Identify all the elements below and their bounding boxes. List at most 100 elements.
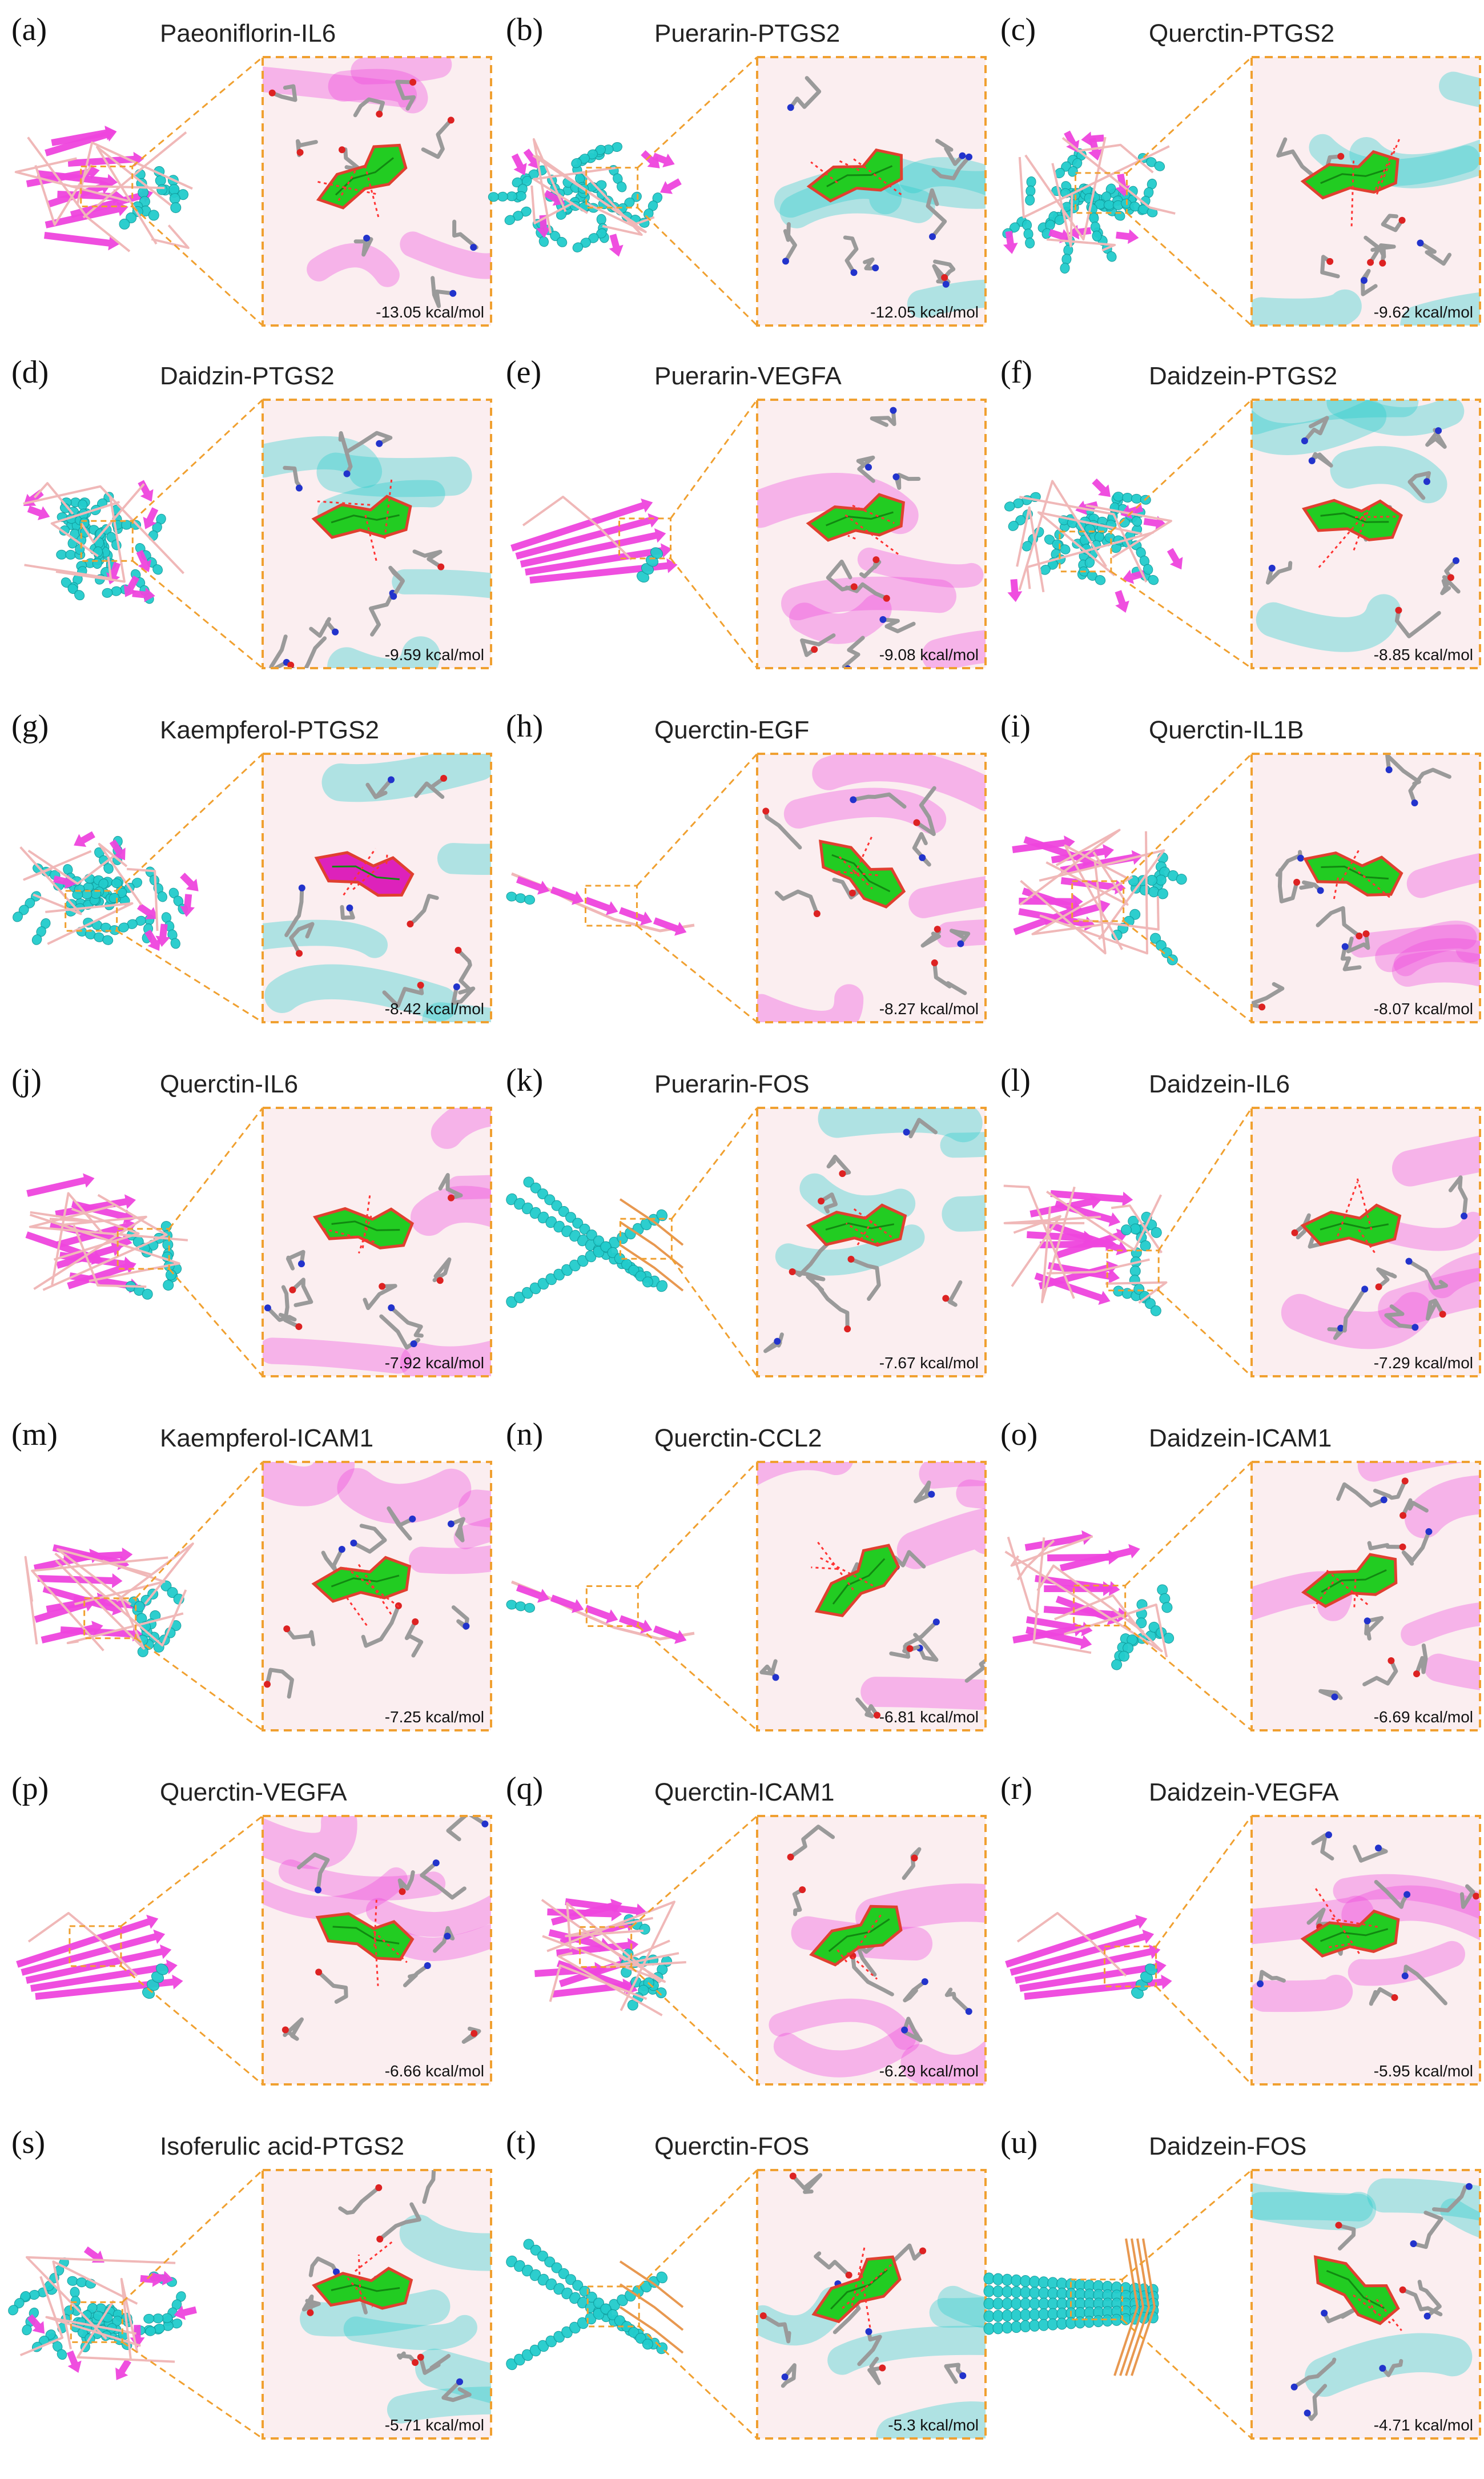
zoom-connector (1158, 1289, 1253, 1377)
complex-illustration: -6.29 kcal/mol (534, 1815, 987, 2086)
docking-panel-r: (r) Daidzein-VEGFA -5.95 kcal/mol (995, 1770, 1484, 2113)
zoom-connector (630, 1815, 758, 1928)
protein-overview (13, 831, 199, 951)
complex-illustration: -7.29 kcal/mol (1003, 1107, 1481, 1377)
binding-pocket-zoom (756, 753, 987, 1023)
complex-illustration: -7.25 kcal/mol (24, 1461, 492, 1731)
binding-site-box (116, 1228, 170, 1270)
binding-pocket-zoom (1250, 1107, 1481, 1377)
protein-overview (1012, 829, 1187, 966)
zoom-connector (120, 1965, 263, 2086)
binding-site-box (579, 1926, 633, 1968)
binding-site-box (586, 2285, 640, 2328)
complex-illustration: -6.66 kcal/mol (16, 1815, 492, 2086)
binding-energy-label: -9.59 kcal/mol (385, 646, 484, 664)
complex-illustration: -9.59 kcal/mol (23, 399, 492, 669)
panel-title: Daidzein-VEGFA (1149, 1778, 1339, 1806)
zoom-connector (670, 399, 758, 519)
zoom-connector (636, 925, 758, 1023)
binding-site-box (585, 167, 639, 209)
panel-title: Querctin-CCL2 (654, 1424, 822, 1452)
binding-pocket-zoom (1250, 753, 1481, 1023)
protein-overview (1005, 1912, 1172, 2000)
zoom-connector (135, 1461, 264, 1599)
docking-panel-d: (d) Daidzin-PTGS2 -9.59 kcal/mol (6, 354, 500, 697)
binding-site-box (1073, 1585, 1127, 1627)
binding-pocket-zoom (756, 1815, 987, 2086)
panel-letter: (f) (1000, 355, 1032, 390)
binding-energy-label: -9.08 kcal/mol (879, 646, 979, 664)
docking-panel-i: (i) Querctin-IL1B -8.07 kcal/mol (995, 708, 1484, 1051)
panel-letter: (u) (1000, 2125, 1038, 2160)
binding-pocket-zoom (262, 2169, 492, 2440)
zoom-connector (1111, 570, 1252, 669)
zoom-connector (1155, 1986, 1253, 2086)
binding-pocket-zoom (262, 56, 492, 327)
panel-title: Puerarin-FOS (654, 1070, 810, 1098)
protein-overview (23, 480, 185, 604)
protein-overview (506, 1176, 684, 1308)
docking-panel-q: (q) Querctin-ICAM1 -6.29 kcal/mol (500, 1770, 995, 2113)
protein-overview (25, 1173, 188, 1300)
binding-pocket-zoom (262, 1815, 492, 2086)
binding-site-box (80, 520, 134, 562)
complex-illustration: -5.95 kcal/mol (1005, 1815, 1481, 2086)
binding-energy-label: -4.71 kcal/mol (1374, 2416, 1473, 2434)
binding-energy-label: -8.27 kcal/mol (879, 1000, 979, 1018)
panel-title: Querctin-ICAM1 (654, 1778, 835, 1806)
docking-panel-m: (m) Kaempferol-ICAM1 -7.25 kcal/mol (6, 1416, 500, 1759)
binding-energy-label: -8.07 kcal/mol (1374, 1000, 1473, 1018)
binding-energy-label: -6.81 kcal/mol (879, 1708, 979, 1726)
panel-letter: (p) (11, 1771, 49, 1806)
docking-panel-s: (s) Isoferulic acid-PTGS2 -5.71 kcal/mol (6, 2124, 500, 2467)
complex-illustration: -7.92 kcal/mol (25, 1107, 492, 1377)
protein-overview (24, 1542, 194, 1657)
binding-energy-label: -8.42 kcal/mol (385, 1000, 484, 1018)
zoom-connector (1124, 1625, 1252, 1731)
binding-energy-label: -6.66 kcal/mol (385, 2062, 484, 2080)
zoom-connector (1123, 753, 1253, 882)
complex-illustration: -8.42 kcal/mol (13, 753, 492, 1023)
binding-site-box (584, 885, 638, 927)
panel-title: Paeoniflorin-IL6 (160, 19, 336, 47)
docking-panel-f: (f) Daidzein-PTGS2 -8.85 kcal/mol (995, 354, 1484, 697)
panel-title: Isoferulic acid-PTGS2 (160, 2132, 404, 2160)
binding-pocket-zoom (262, 1107, 492, 1377)
binding-site-box (70, 2301, 123, 2343)
zoom-connector (168, 1107, 264, 1230)
binding-energy-label: -5.71 kcal/mol (385, 2416, 484, 2434)
protein-overview (506, 872, 695, 936)
panel-letter: (o) (1000, 1417, 1038, 1452)
complex-illustration: -6.81 kcal/mol (506, 1461, 987, 1731)
protein-overview (8, 2246, 197, 2380)
zoom-connector (135, 1637, 263, 1731)
binding-pocket-zoom (1250, 1461, 1481, 1731)
zoom-connector (1155, 1815, 1253, 1947)
zoom-connector (1126, 56, 1253, 174)
complex-illustration: -7.67 kcal/mol (506, 1107, 987, 1377)
panel-title: Querctin-IL1B (1149, 716, 1304, 744)
complex-illustration: -9.08 kcal/mol (510, 399, 987, 669)
panel-letter: (m) (11, 1417, 58, 1452)
binding-energy-label: -6.69 kcal/mol (1374, 1708, 1473, 1726)
binding-energy-label: -9.62 kcal/mol (1374, 303, 1473, 321)
binding-pocket-zoom (262, 1461, 492, 1731)
panel-title: Puerarin-PTGS2 (654, 19, 840, 47)
panel-title: Daidzein-ICAM1 (1149, 1424, 1332, 1452)
panel-letter: (q) (506, 1771, 544, 1806)
panel-letter: (g) (11, 709, 49, 744)
binding-energy-label: -7.25 kcal/mol (385, 1708, 484, 1726)
zoom-connector (1121, 2169, 1252, 2280)
binding-pocket-zoom (1250, 1815, 1481, 2086)
protein-overview (1002, 130, 1176, 274)
complex-illustration: -8.85 kcal/mol (1004, 399, 1481, 669)
panel-letter: (e) (506, 355, 542, 390)
binding-pocket-zoom (756, 56, 987, 327)
zoom-connector (120, 1815, 263, 1927)
docking-panel-u: (u) Daidzein-FOS -4.71 kcal/mol (983, 2124, 1484, 2467)
binding-pocket-zoom (262, 399, 492, 669)
zoom-connector (116, 930, 263, 1023)
binding-energy-label: -12.05 kcal/mol (870, 303, 979, 321)
complex-illustration: -4.71 kcal/mol (983, 2169, 1481, 2440)
binding-site-box (1059, 531, 1112, 573)
